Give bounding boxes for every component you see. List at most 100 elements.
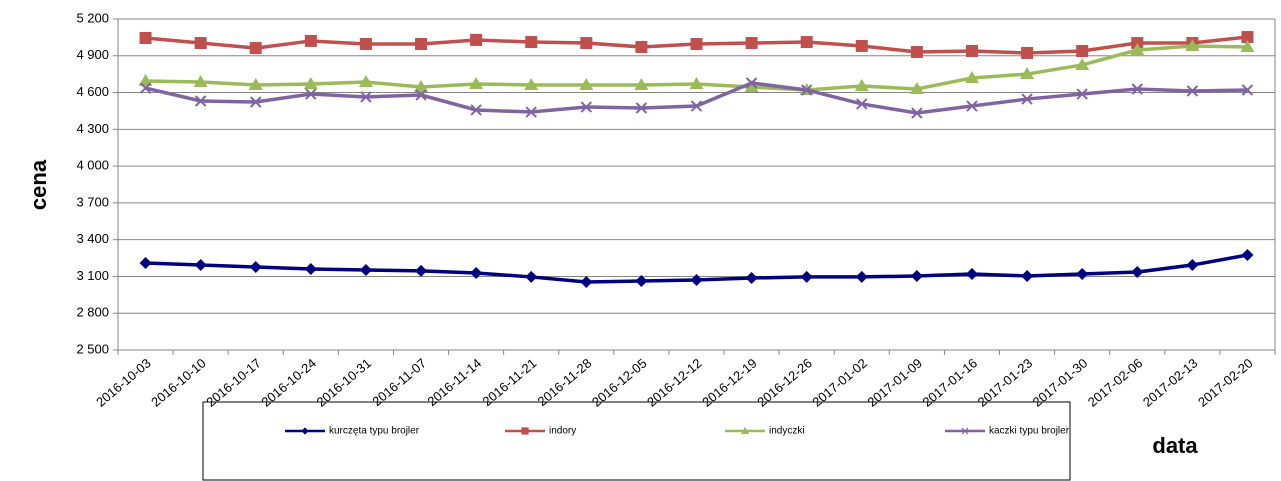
marker — [305, 88, 317, 100]
marker — [249, 261, 262, 274]
marker — [800, 36, 813, 49]
marker — [1021, 269, 1034, 282]
x-tick-label: 2016-11-28 — [535, 355, 595, 409]
marker — [360, 91, 372, 103]
marker — [690, 273, 703, 286]
marker — [304, 34, 317, 47]
marker — [1241, 31, 1254, 44]
marker — [139, 82, 152, 94]
marker — [635, 40, 648, 53]
marker — [1076, 267, 1089, 280]
marker — [1021, 93, 1033, 105]
marker — [965, 44, 978, 57]
marker — [966, 100, 978, 112]
marker — [359, 263, 372, 276]
legend-label: kaczki typu brojler — [989, 426, 1070, 437]
marker — [470, 104, 482, 116]
marker — [910, 45, 923, 58]
y-tick-label: 4 300 — [76, 121, 109, 136]
marker — [1186, 259, 1199, 272]
legend-marker — [301, 427, 309, 435]
marker — [690, 38, 703, 51]
marker — [1185, 38, 1200, 51]
marker — [1186, 85, 1199, 97]
marker — [469, 76, 484, 89]
marker — [580, 37, 593, 50]
marker — [745, 272, 758, 285]
y-tick-label: 3 400 — [76, 231, 109, 246]
legend-marker — [521, 427, 529, 435]
marker — [1076, 88, 1088, 100]
legend-marker — [740, 426, 750, 434]
marker — [1131, 266, 1144, 279]
x-tick-label: 2017-02-13 — [1140, 355, 1201, 409]
x-tick-label: 2016-11-21 — [479, 355, 539, 409]
x-tick-label: 2017-02-06 — [1085, 355, 1146, 409]
marker — [1241, 248, 1254, 261]
legend-label: kurczęta typu brojler — [329, 426, 420, 437]
marker — [1075, 57, 1090, 70]
y-tick-label: 3 100 — [76, 268, 109, 283]
marker — [470, 33, 483, 46]
y-tick-label: 4 900 — [76, 47, 109, 62]
marker — [909, 82, 924, 95]
marker — [525, 270, 538, 283]
marker — [194, 37, 207, 50]
marker — [854, 79, 869, 92]
marker — [745, 77, 758, 89]
marker — [194, 259, 207, 272]
x-tick-label: 2017-02-20 — [1195, 355, 1256, 409]
marker — [1076, 44, 1089, 57]
marker — [580, 101, 593, 113]
marker — [800, 84, 813, 96]
y-axis-label: cena — [26, 159, 51, 210]
marker — [800, 270, 813, 283]
legend-box — [202, 401, 1071, 481]
y-tick-label: 5 200 — [76, 10, 109, 25]
marker — [415, 89, 427, 101]
x-tick-label: 2016-11-07 — [369, 355, 429, 409]
marker — [911, 107, 923, 119]
marker — [1240, 39, 1255, 52]
marker — [359, 38, 372, 51]
marker — [250, 96, 262, 108]
marker — [1130, 43, 1145, 56]
y-tick-label: 4 000 — [76, 158, 109, 173]
marker — [470, 267, 483, 280]
marker — [1020, 67, 1035, 80]
marker — [304, 262, 317, 275]
y-tick-label: 4 600 — [76, 84, 109, 99]
x-tick-label: 2016-11-14 — [424, 355, 484, 409]
marker — [525, 36, 538, 49]
x-tick-label: 2016-10-10 — [148, 355, 209, 409]
marker — [910, 269, 923, 282]
marker — [964, 70, 979, 83]
x-tick-label: 2016-10-03 — [93, 355, 154, 409]
marker — [415, 38, 428, 51]
marker — [525, 106, 537, 118]
marker — [580, 275, 593, 288]
marker — [689, 76, 704, 89]
marker — [1021, 46, 1034, 59]
marker — [579, 77, 594, 90]
marker — [745, 37, 758, 50]
marker — [965, 267, 978, 280]
marker — [358, 75, 373, 88]
marker — [856, 98, 868, 110]
x-axis-label: data — [1152, 433, 1198, 458]
marker — [138, 74, 153, 87]
marker — [855, 270, 868, 283]
y-tick-label: 3 700 — [76, 194, 109, 209]
marker — [690, 100, 703, 112]
marker — [139, 256, 152, 269]
marker — [744, 80, 759, 93]
legend-marker — [961, 427, 969, 435]
legend-label: indyczki — [769, 426, 805, 437]
y-tick-label: 2 800 — [76, 305, 109, 320]
marker — [139, 32, 152, 45]
legend-label: indory — [549, 426, 576, 437]
marker — [1241, 84, 1254, 96]
y-tick-label: 2 500 — [76, 341, 109, 356]
marker — [855, 39, 868, 52]
